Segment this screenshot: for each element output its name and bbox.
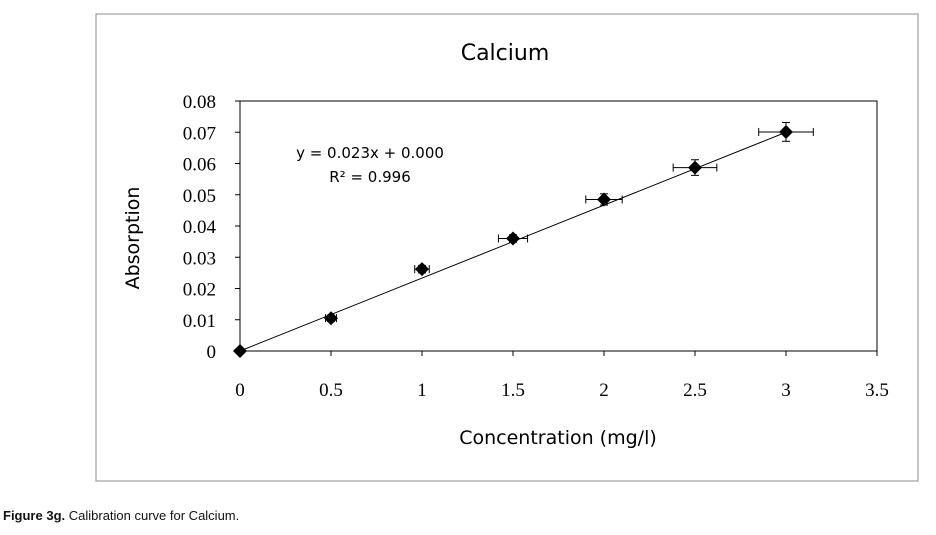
figure-caption-text: Calibration curve for Calcium. <box>65 508 240 523</box>
x-tick-label: 1.5 <box>501 380 525 401</box>
x-axis-label: Concentration (mg/l) <box>459 427 657 449</box>
figure-caption: Figure 3g. Calibration curve for Calcium… <box>3 508 239 523</box>
x-tick-label: 0.5 <box>319 380 343 401</box>
x-tick-label: 0 <box>235 380 245 401</box>
chart-border <box>95 13 919 482</box>
data-point-marker <box>506 231 520 246</box>
data-point-marker <box>324 311 338 326</box>
figure-caption-label: Figure 3g. <box>3 508 66 523</box>
y-tick-label: 0.03 <box>183 248 216 269</box>
x-tick-label: 2 <box>599 380 609 401</box>
y-axis: 0 0.01 0.02 0.03 0.04 0.05 0.06 0.07 0.08 <box>183 92 240 363</box>
equation-annotation: y = 0.023x + 0.000 <box>296 144 444 162</box>
y-axis-label: Absorption <box>122 187 144 290</box>
y-tick-label: 0.06 <box>183 155 216 176</box>
y-tick-label: 0 <box>207 342 217 363</box>
x-tick-label: 3 <box>781 380 791 401</box>
y-tick-label: 0.08 <box>183 92 216 113</box>
y-tick-label: 0.07 <box>183 123 216 144</box>
data-point-marker <box>415 262 429 277</box>
x-tick-label: 1 <box>417 380 427 401</box>
y-tick-label: 0.04 <box>183 217 217 238</box>
chart-title: Calcium <box>461 41 550 66</box>
y-tick-label: 0.05 <box>183 186 216 207</box>
y-tick-label: 0.01 <box>183 311 216 332</box>
x-tick-label: 2.5 <box>683 380 707 401</box>
data-point-marker <box>779 124 793 139</box>
markers-layer <box>233 124 793 358</box>
x-axis: 0 0.5 1 1.5 2 2.5 3 3.5 <box>235 351 889 401</box>
data-point-marker <box>597 192 611 207</box>
y-tick-label: 0.02 <box>183 280 216 301</box>
data-point-marker <box>688 160 702 175</box>
data-point-marker <box>233 344 247 358</box>
r-squared-annotation: R² = 0.996 <box>329 168 410 186</box>
x-tick-label: 3.5 <box>865 380 889 401</box>
calibration-chart: Calcium 0 0.01 0.02 0.03 0.04 0.05 0.06 0.07 0.0… <box>95 13 919 482</box>
